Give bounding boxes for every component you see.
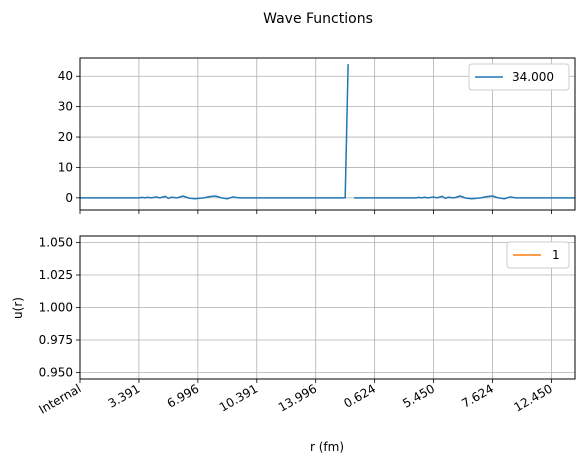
top-legend-label: 34.000 [512,70,554,84]
y-tick-label: 1.025 [39,268,73,282]
top-legend-box [468,63,570,91]
top-legend: 34.000 [468,63,570,91]
bottom-legend: 1 [506,241,570,269]
y-tick-label: 30 [58,100,73,114]
y-axis-label: u(r) [11,297,25,319]
bottom-y-ticks: 0.950 0.975 1.000 1.025 1.050 [39,236,80,380]
bottom-grid [79,236,575,379]
y-tick-label: 1.050 [39,236,73,250]
bottom-x-ticks: Internal 3.391 6.996 10.391 13.996 0.624 5.450… [36,379,555,417]
y-tick-label: 0.950 [39,366,73,380]
x-tick-label: 10.391 [217,381,260,414]
y-tick-label: 10 [58,160,73,174]
x-tick-label: 13.996 [276,381,319,414]
y-tick-label: 40 [58,69,73,83]
series-line [80,64,349,200]
x-tick-label: 12.450 [512,381,555,414]
top-series-lines [80,64,575,200]
top-x-ticks [79,210,552,214]
y-tick-label: 20 [58,130,73,144]
x-tick-label: 3.391 [106,381,143,410]
x-tick-label: 5.450 [400,381,437,410]
top-y-ticks: 0 10 20 30 40 [58,69,80,205]
x-tick-label: 0.624 [341,381,378,410]
y-tick-label: 0 [65,191,73,205]
x-tick-label: Internal [36,381,83,416]
top-axes-frame [79,57,576,211]
series-line [354,195,575,200]
x-tick-label: 7.624 [459,381,496,410]
bottom-legend-label: 1 [552,248,560,262]
y-tick-label: 1.000 [39,301,73,315]
x-tick-label: 6.996 [165,381,202,410]
x-axis-label: r (fm) [310,440,344,454]
figure-title: Wave Functions [263,11,373,27]
bottom-axes: 0.950 0.975 1.000 1.025 1.050 Internal 3.391 6… [11,235,576,454]
top-axes: 0 10 20 30 40 34.000 [58,57,576,214]
y-tick-label: 0.975 [39,333,73,347]
